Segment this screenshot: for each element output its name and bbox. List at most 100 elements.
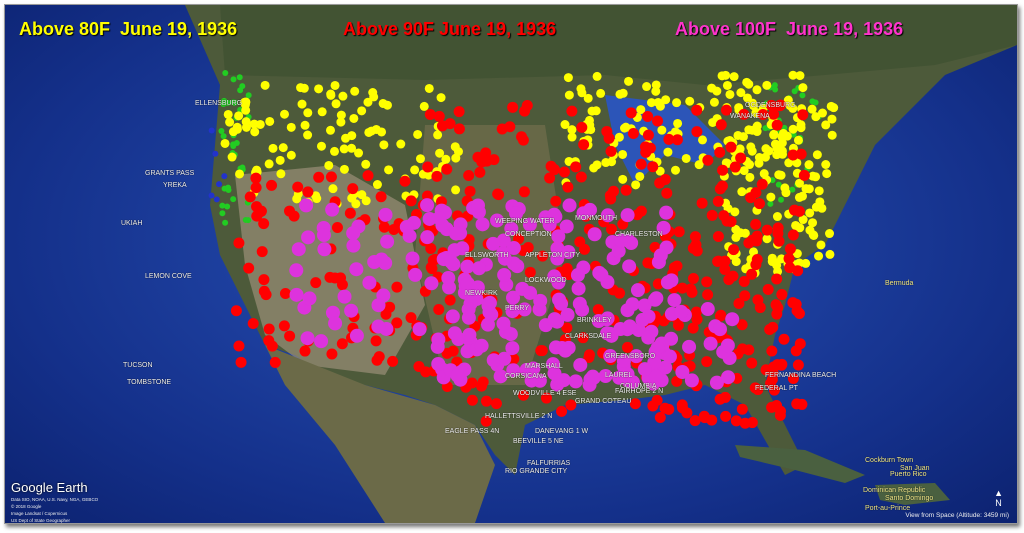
station-marker[interactable] bbox=[721, 70, 731, 80]
station-marker[interactable] bbox=[681, 153, 691, 163]
station-marker[interactable] bbox=[338, 91, 348, 101]
station-marker[interactable] bbox=[585, 369, 600, 384]
station-marker[interactable] bbox=[567, 125, 577, 135]
station-marker[interactable] bbox=[347, 183, 359, 195]
station-marker[interactable] bbox=[380, 234, 395, 249]
station-marker[interactable] bbox=[687, 273, 699, 285]
station-marker[interactable] bbox=[278, 143, 288, 153]
station-marker[interactable] bbox=[227, 152, 237, 162]
station-marker[interactable] bbox=[420, 230, 435, 245]
station-marker[interactable] bbox=[250, 127, 260, 137]
station-marker[interactable] bbox=[431, 332, 446, 347]
station-marker[interactable] bbox=[629, 349, 644, 364]
station-marker[interactable] bbox=[231, 99, 238, 106]
station-marker[interactable] bbox=[771, 119, 783, 131]
station-marker[interactable] bbox=[798, 215, 808, 225]
station-marker[interactable] bbox=[420, 366, 432, 378]
station-marker[interactable] bbox=[255, 119, 265, 129]
station-marker[interactable] bbox=[208, 192, 215, 199]
station-marker[interactable] bbox=[792, 158, 802, 168]
station-marker[interactable] bbox=[792, 359, 804, 371]
station-marker[interactable] bbox=[651, 80, 661, 90]
station-marker[interactable] bbox=[242, 216, 249, 223]
station-marker[interactable] bbox=[522, 242, 534, 254]
station-marker[interactable] bbox=[811, 112, 821, 122]
station-marker[interactable] bbox=[733, 298, 745, 310]
station-marker[interactable] bbox=[594, 267, 609, 282]
station-marker[interactable] bbox=[622, 341, 634, 353]
station-marker[interactable] bbox=[413, 129, 423, 139]
station-marker[interactable] bbox=[570, 161, 582, 173]
station-marker[interactable] bbox=[650, 340, 665, 355]
station-marker[interactable] bbox=[714, 183, 726, 195]
station-marker[interactable] bbox=[630, 283, 645, 298]
station-marker[interactable] bbox=[408, 267, 423, 282]
station-marker[interactable] bbox=[241, 122, 251, 132]
station-marker[interactable] bbox=[796, 120, 806, 130]
station-marker[interactable] bbox=[426, 263, 438, 275]
station-marker[interactable] bbox=[637, 362, 652, 377]
station-marker[interactable] bbox=[492, 188, 504, 200]
station-marker[interactable] bbox=[809, 230, 819, 240]
station-marker[interactable] bbox=[729, 72, 739, 82]
station-marker[interactable] bbox=[275, 155, 285, 165]
station-marker[interactable] bbox=[504, 221, 519, 236]
station-marker[interactable] bbox=[561, 322, 573, 334]
station-marker[interactable] bbox=[263, 323, 275, 335]
station-marker[interactable] bbox=[371, 354, 383, 366]
station-marker[interactable] bbox=[691, 245, 703, 257]
station-marker[interactable] bbox=[812, 150, 822, 160]
station-marker[interactable] bbox=[804, 160, 814, 170]
station-marker[interactable] bbox=[435, 148, 445, 158]
station-marker[interactable] bbox=[225, 117, 235, 127]
station-marker[interactable] bbox=[746, 417, 758, 429]
station-marker[interactable] bbox=[642, 82, 652, 92]
station-marker[interactable] bbox=[746, 142, 756, 152]
station-marker[interactable] bbox=[339, 144, 349, 154]
station-marker[interactable] bbox=[770, 299, 782, 311]
station-marker[interactable] bbox=[719, 391, 731, 403]
station-marker[interactable] bbox=[691, 126, 703, 138]
station-marker[interactable] bbox=[641, 330, 656, 345]
station-marker[interactable] bbox=[433, 110, 445, 122]
station-marker[interactable] bbox=[463, 169, 475, 181]
station-marker[interactable] bbox=[450, 368, 465, 383]
station-marker[interactable] bbox=[311, 191, 321, 201]
station-marker[interactable] bbox=[771, 258, 781, 268]
station-marker[interactable] bbox=[419, 101, 429, 111]
station-marker[interactable] bbox=[654, 411, 666, 423]
station-marker[interactable] bbox=[326, 90, 336, 100]
station-marker[interactable] bbox=[778, 196, 785, 203]
station-marker[interactable] bbox=[379, 140, 389, 150]
station-marker[interactable] bbox=[784, 262, 796, 274]
station-marker[interactable] bbox=[720, 104, 732, 116]
station-marker[interactable] bbox=[260, 80, 270, 90]
station-marker[interactable] bbox=[506, 363, 521, 378]
station-marker[interactable] bbox=[433, 303, 445, 315]
station-marker[interactable] bbox=[244, 191, 256, 203]
station-marker[interactable] bbox=[560, 120, 570, 130]
station-marker[interactable] bbox=[712, 322, 727, 337]
station-marker[interactable] bbox=[324, 160, 334, 170]
station-marker[interactable] bbox=[328, 316, 343, 331]
station-marker[interactable] bbox=[422, 161, 434, 173]
station-marker[interactable] bbox=[460, 259, 475, 274]
station-marker[interactable] bbox=[712, 195, 724, 207]
station-marker[interactable] bbox=[535, 345, 547, 357]
station-marker[interactable] bbox=[789, 186, 796, 193]
station-marker[interactable] bbox=[547, 366, 562, 381]
station-marker[interactable] bbox=[703, 336, 718, 351]
station-marker[interactable] bbox=[533, 293, 548, 308]
station-marker[interactable] bbox=[795, 71, 805, 81]
station-marker[interactable] bbox=[486, 236, 501, 251]
station-marker[interactable] bbox=[431, 356, 446, 371]
station-marker[interactable] bbox=[721, 370, 736, 385]
station-marker[interactable] bbox=[663, 403, 675, 415]
station-marker[interactable] bbox=[258, 274, 270, 286]
station-marker[interactable] bbox=[330, 80, 340, 90]
station-marker[interactable] bbox=[258, 218, 270, 230]
station-marker[interactable] bbox=[827, 114, 837, 124]
station-marker[interactable] bbox=[746, 268, 758, 280]
station-marker[interactable] bbox=[712, 231, 724, 243]
station-marker[interactable] bbox=[738, 276, 750, 288]
